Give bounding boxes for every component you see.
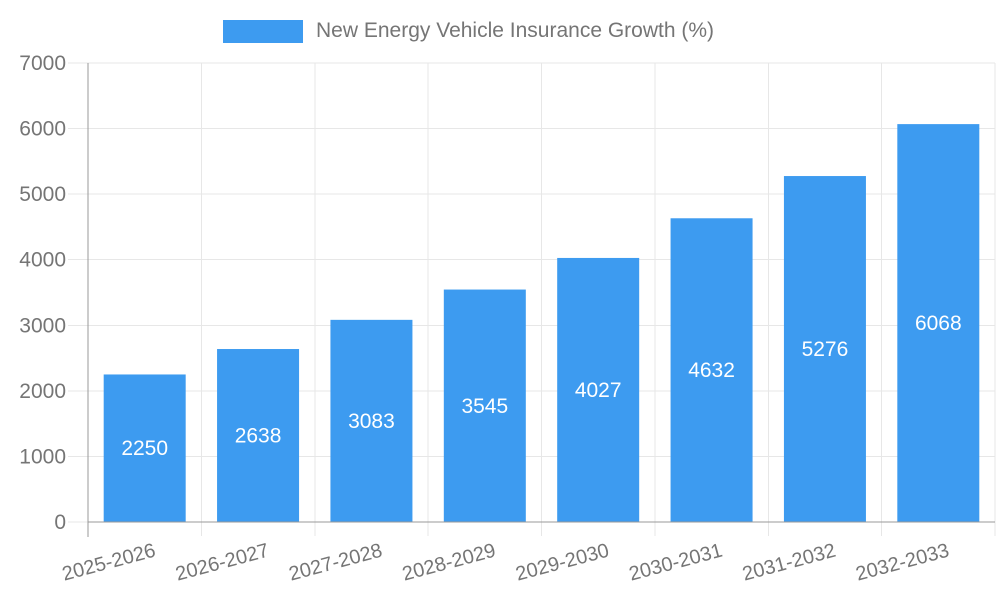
bar-2027-2028[interactable]	[330, 319, 413, 522]
bar-2032-2033[interactable]	[897, 124, 980, 522]
bar-value-label: 3545	[461, 395, 508, 418]
bar-value-label: 4632	[688, 359, 735, 382]
x-tick-label: 2025-2026	[60, 540, 158, 586]
bar-value-label: 2638	[235, 425, 282, 448]
bar-value-label: 2250	[121, 437, 168, 460]
y-tick-label: 6000	[19, 118, 66, 141]
y-tick-label: 7000	[19, 52, 66, 75]
y-tick-label: 5000	[19, 183, 66, 206]
y-tick-label: 2000	[19, 380, 66, 403]
y-tick-label: 4000	[19, 249, 66, 272]
x-tick-label: 2031-2032	[740, 540, 838, 586]
chart-legend[interactable]: New Energy Vehicle Insurance Growth (%)	[223, 19, 714, 43]
y-tick-label: 3000	[19, 314, 66, 337]
bar-2025-2026[interactable]	[103, 374, 186, 522]
bar-2026-2027[interactable]	[217, 349, 300, 522]
x-tick-label: 2032-2033	[854, 540, 952, 586]
x-tick-label: 2029-2030	[513, 540, 611, 586]
bar-value-label: 5276	[802, 338, 849, 361]
x-tick-label: 2026-2027	[173, 540, 271, 586]
bar-2029-2030[interactable]	[557, 257, 640, 522]
bar-2031-2032[interactable]	[783, 176, 866, 522]
x-tick-label: 2030-2031	[627, 540, 725, 586]
bar-value-label: 3083	[348, 410, 395, 433]
x-tick-label: 2028-2029	[400, 540, 498, 586]
bar-2028-2029[interactable]	[443, 289, 526, 522]
legend-swatch	[223, 19, 303, 43]
y-tick-label: 0	[54, 511, 66, 534]
x-tick-label: 2027-2028	[287, 540, 385, 586]
bar-value-label: 6068	[915, 312, 962, 335]
y-tick-label: 1000	[19, 445, 66, 468]
bar-value-label: 4027	[575, 379, 622, 402]
legend-label: New Energy Vehicle Insurance Growth (%)	[316, 19, 715, 42]
bar-2030-2031[interactable]	[670, 218, 753, 523]
